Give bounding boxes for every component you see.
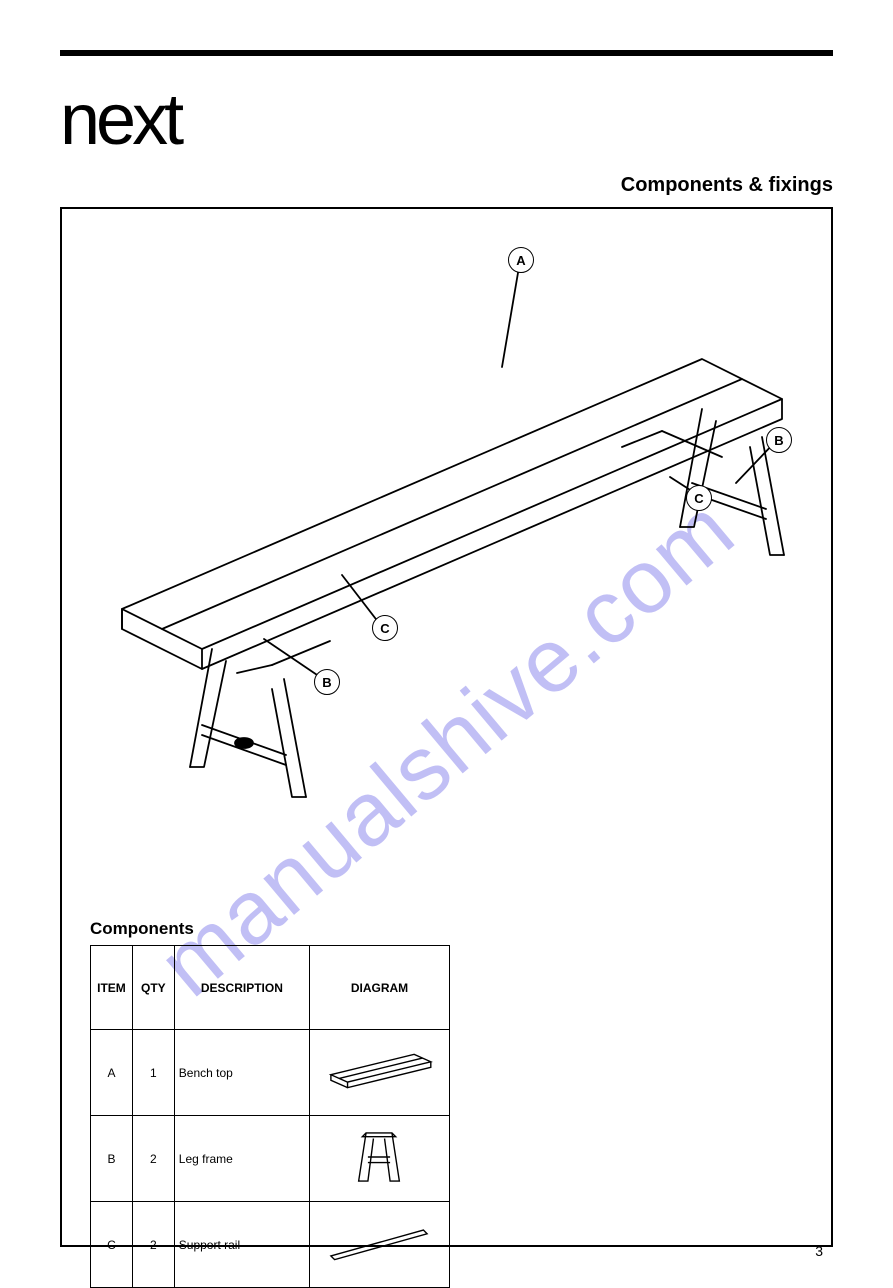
top-rule: [60, 50, 833, 56]
components-section: Components ITEM QTY DESCRIPTION DIAGRAM …: [90, 919, 450, 1288]
page-number: 3: [815, 1243, 823, 1259]
plank-icon: [314, 1034, 444, 1108]
brand-logo: next: [60, 84, 833, 156]
cell-qty: 2: [132, 1202, 174, 1288]
rail-icon: [314, 1206, 444, 1280]
components-title: Components: [90, 919, 450, 939]
table-row: A 1 Bench top: [91, 1030, 450, 1116]
col-item: ITEM: [91, 946, 133, 1030]
components-table: ITEM QTY DESCRIPTION DIAGRAM A 1 Bench t…: [90, 945, 450, 1288]
leg-icon: [314, 1120, 444, 1194]
cell-diagram: [309, 1116, 449, 1202]
cell-qty: 2: [132, 1116, 174, 1202]
callout-b-right: B: [766, 427, 792, 453]
cell-diagram: [309, 1202, 449, 1288]
cell-desc: Leg frame: [174, 1116, 309, 1202]
table-header-row: ITEM QTY DESCRIPTION DIAGRAM: [91, 946, 450, 1030]
cell-qty: 1: [132, 1030, 174, 1116]
cell-item: C: [91, 1202, 133, 1288]
cell-item: B: [91, 1116, 133, 1202]
cell-diagram: [309, 1030, 449, 1116]
content-frame: manualshive.com: [60, 207, 833, 1247]
callout-b-left: B: [314, 669, 340, 695]
callout-a: A: [508, 247, 534, 273]
page-title: Components & fixings: [60, 174, 833, 197]
cell-item: A: [91, 1030, 133, 1116]
col-qty: QTY: [132, 946, 174, 1030]
bench-svg: [62, 209, 832, 829]
col-dia: DIAGRAM: [309, 946, 449, 1030]
cell-desc: Bench top: [174, 1030, 309, 1116]
page: next Components & fixings manualshive.co…: [0, 0, 893, 1263]
table-row: C 2 Support rail: [91, 1202, 450, 1288]
callout-c-left: C: [372, 615, 398, 641]
exploded-diagram: A B C C B: [62, 209, 831, 829]
col-desc: DESCRIPTION: [174, 946, 309, 1030]
callout-c-right: C: [686, 485, 712, 511]
table-row: B 2 Leg frame: [91, 1116, 450, 1202]
cell-desc: Support rail: [174, 1202, 309, 1288]
